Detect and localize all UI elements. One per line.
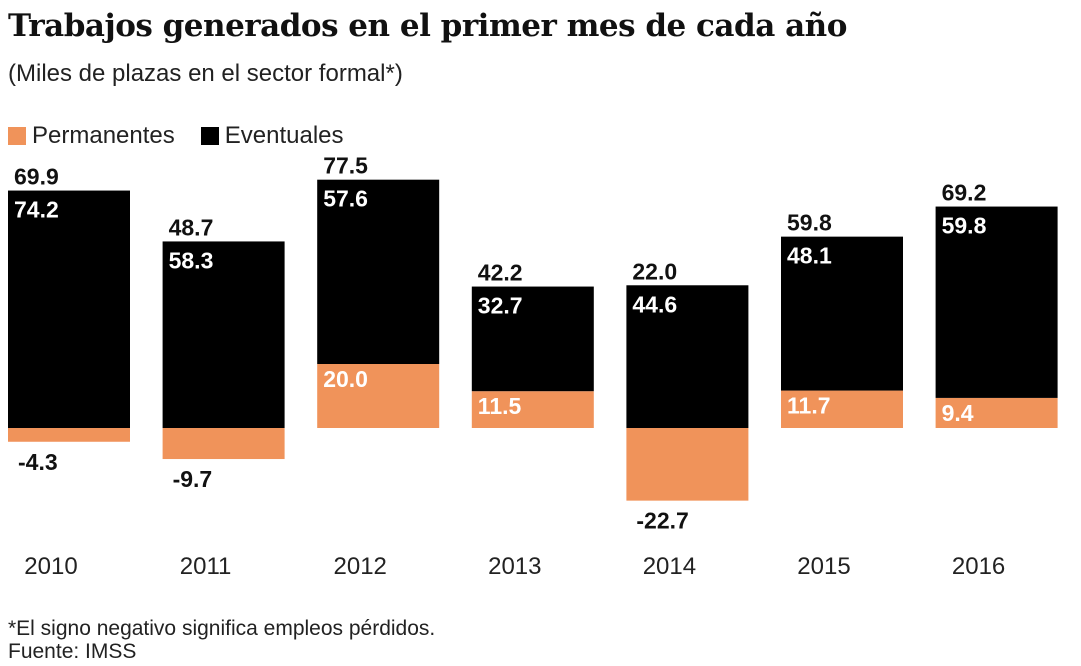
label-permanentes-2013: 11.5: [478, 393, 522, 419]
label-total-2012: 77.5: [323, 153, 368, 179]
x-tick-label: 2013: [488, 553, 541, 580]
footnote: *El signo negativo significa empleos pér…: [8, 617, 435, 663]
legend-swatch: [200, 127, 219, 145]
label-eventuales-2014: 44.6: [632, 291, 677, 317]
label-total-2014: 22.0: [632, 258, 677, 284]
bar-permanentes-2016: [935, 397, 1058, 428]
bar-permanentes-2014: [626, 428, 749, 501]
bar-permanentes-2010: [8, 428, 130, 442]
bar-permanentes-2011: [162, 428, 285, 460]
x-tick-label: 2016: [952, 553, 1005, 580]
label-total-2013: 42.2: [478, 260, 523, 286]
bar-eventuales-2015: [781, 236, 903, 391]
bar-eventuales-2014: [626, 285, 749, 428]
label-eventuales-2013: 32.7: [478, 293, 523, 319]
label-total-2011: 48.7: [169, 214, 214, 240]
label-total-2015: 59.8: [787, 210, 832, 236]
label-permanentes-2012: 20.0: [323, 366, 368, 392]
source-text: Fuente: IMSS: [8, 640, 137, 663]
footnote-text: *El signo negativo significa empleos pér…: [8, 617, 436, 640]
label-eventuales-2015: 48.1: [787, 243, 832, 269]
bar-permanentes-2012: [317, 364, 440, 428]
bar-permanentes-2015: [781, 390, 903, 428]
label-total-2010: 69.9: [14, 164, 59, 190]
bar-permanentes-2013: [471, 391, 594, 428]
bar-eventuales-2016: [935, 206, 1058, 398]
bar-eventuales-2011: [162, 241, 285, 428]
legend-label: Permanentes: [32, 122, 175, 149]
x-tick-label: 2014: [643, 553, 696, 580]
legend: Permanentes Eventuales: [8, 122, 344, 150]
bar-eventuales-2010: [8, 190, 130, 428]
label-permanentes-2016: 9.4: [942, 400, 974, 426]
label-eventuales-2016: 59.8: [942, 213, 987, 239]
legend-label: Eventuales: [224, 122, 344, 149]
x-tick-label: 2015: [797, 553, 850, 580]
x-tick-label: 2012: [334, 553, 387, 580]
x-tick-label: 2010: [24, 553, 77, 580]
legend-item-permanentes: Permanentes: [8, 122, 175, 150]
legend-item-eventuales: Eventuales: [200, 122, 344, 150]
label-eventuales-2012: 57.6: [323, 186, 368, 212]
chart-subtitle: (Miles de plazas en el sector formal*): [8, 60, 403, 87]
label-permanentes-2014: -22.7: [636, 508, 688, 534]
legend-swatch: [8, 127, 26, 145]
x-tick-label: 2011: [180, 553, 232, 580]
label-eventuales-2010: 74.2: [14, 197, 59, 223]
chart-title: Trabajos generados en el primer mes de c…: [8, 8, 847, 44]
label-permanentes-2010: -4.3: [18, 449, 58, 475]
label-permanentes-2015: 11.7: [787, 393, 831, 419]
bar-eventuales-2012: [317, 179, 440, 364]
bar-eventuales-2013: [471, 286, 594, 392]
label-total-2016: 69.2: [942, 180, 987, 206]
label-permanentes-2011: -9.7: [173, 466, 213, 492]
label-eventuales-2011: 58.3: [169, 247, 214, 273]
